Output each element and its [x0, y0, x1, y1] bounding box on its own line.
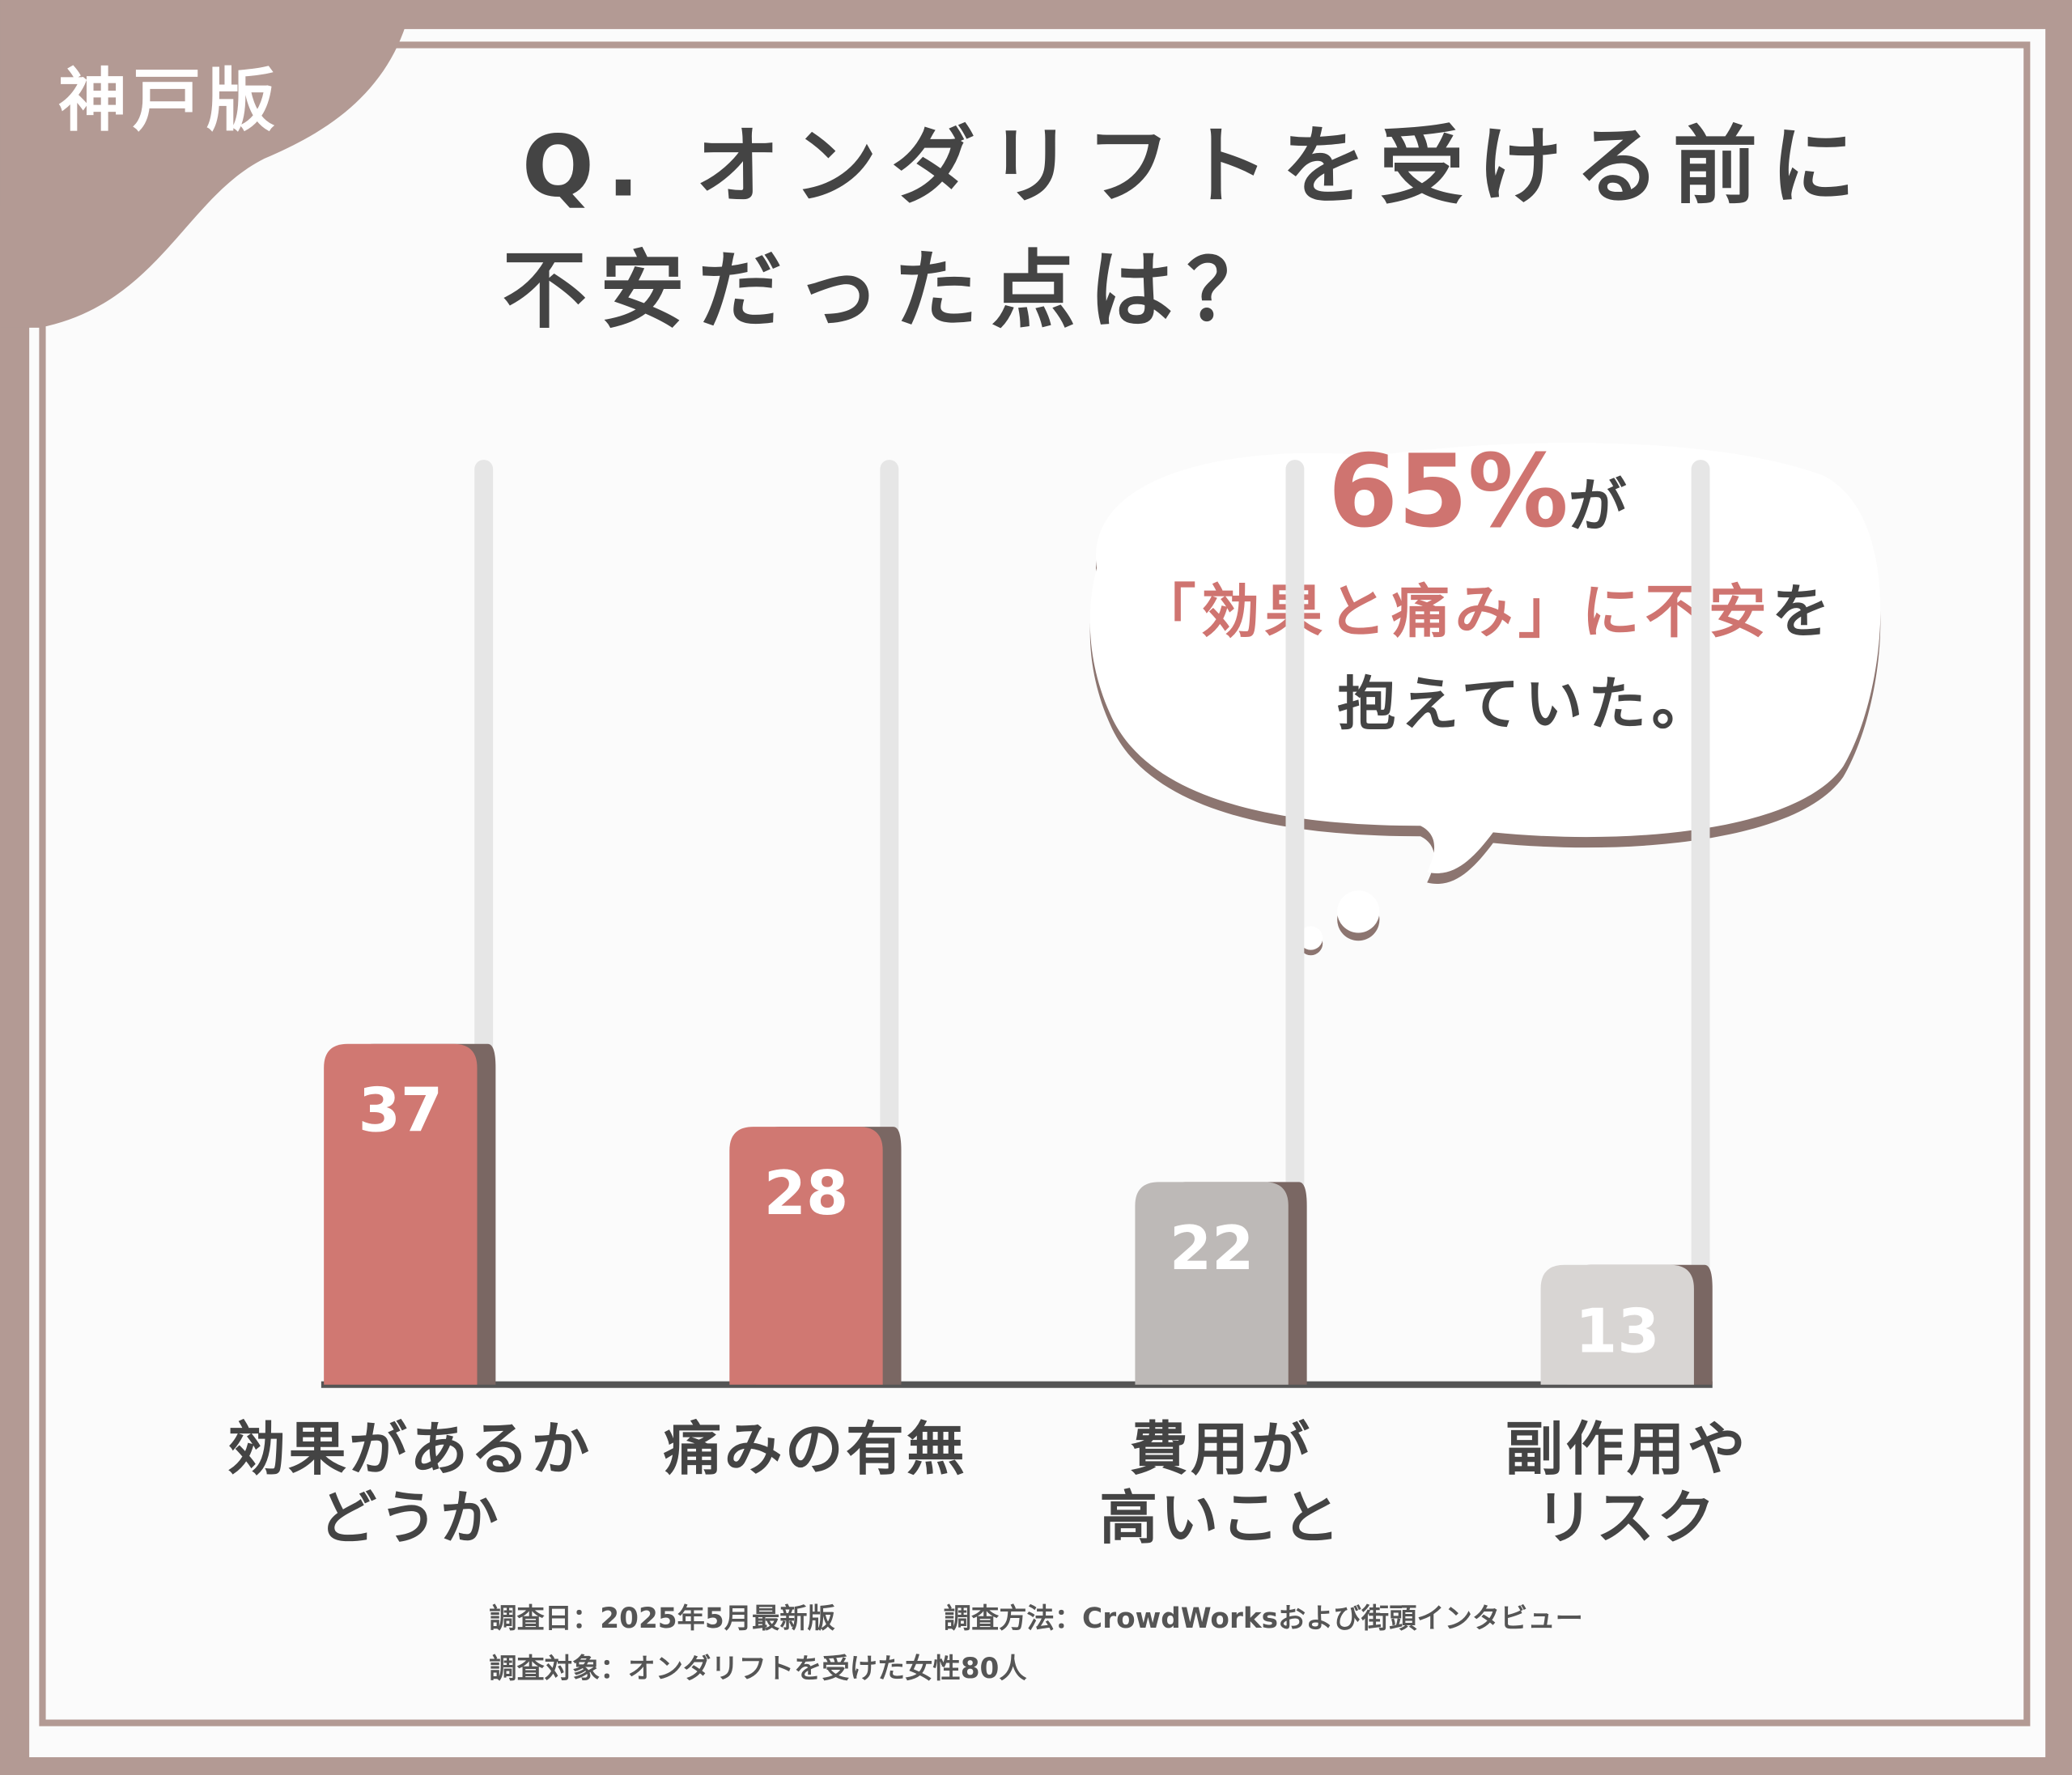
category-box: 効果があるか どうか: [227, 1416, 592, 1553]
badge: 神戸版: [58, 61, 280, 141]
value-label: 37: [359, 1074, 443, 1145]
bubble-dot: [1337, 890, 1380, 933]
track: [1691, 460, 1710, 1276]
annotation-text: 抱えていた。: [1337, 670, 1714, 738]
footnote: 調査対象：オンダリフトを受けた女性80人: [489, 1653, 1027, 1685]
category-label: 副作用や リスク: [1505, 1416, 1748, 1553]
bar: [1135, 1182, 1289, 1385]
bubble-dot: [1298, 926, 1323, 950]
bar: [1540, 1264, 1694, 1385]
chart-title: Q. オンダリフトを受ける前に 不安だった点は？: [502, 118, 1869, 342]
footnote: 調査方法：CrowdWorksおよび街頭インタビュー: [944, 1603, 1583, 1635]
annotation-text: 「効果と痛み」に不安: [1138, 577, 1772, 645]
track: [880, 460, 899, 1138]
value-label: 28: [764, 1157, 848, 1229]
annotation-text: 65%: [1328, 434, 1569, 550]
category-label: 費用が 高いこと: [1099, 1416, 1343, 1553]
annotation-line: 抱えていた。: [1337, 670, 1714, 738]
category-box: 費用が 高いこと: [1099, 1416, 1343, 1553]
category-label: 効果があるか どうか: [227, 1416, 592, 1553]
panel-border: [39, 41, 2031, 1726]
badge-shape: [0, 0, 413, 328]
annotation-line: 65%が: [1328, 434, 1632, 550]
value-label: 22: [1170, 1212, 1254, 1284]
track: [474, 460, 494, 1055]
value-label: 13: [1575, 1296, 1659, 1367]
annotation-text: を: [1772, 577, 1835, 645]
title-box: Q. オンダリフトを受ける前に 不安だった点は？: [502, 118, 1869, 342]
bar: [324, 1043, 478, 1385]
annotation-text: が: [1569, 472, 1632, 540]
bar: [729, 1127, 883, 1385]
footnote: 調査日：2025年5月最新版: [489, 1603, 835, 1635]
category-box: 痛みの有無: [663, 1416, 968, 1484]
category-label: 痛みの有無: [663, 1416, 968, 1484]
category-box: 副作用や リスク: [1505, 1416, 1748, 1553]
annotation-line: 「効果と痛み」に不安を: [1138, 577, 1836, 645]
track: [1285, 460, 1305, 1193]
